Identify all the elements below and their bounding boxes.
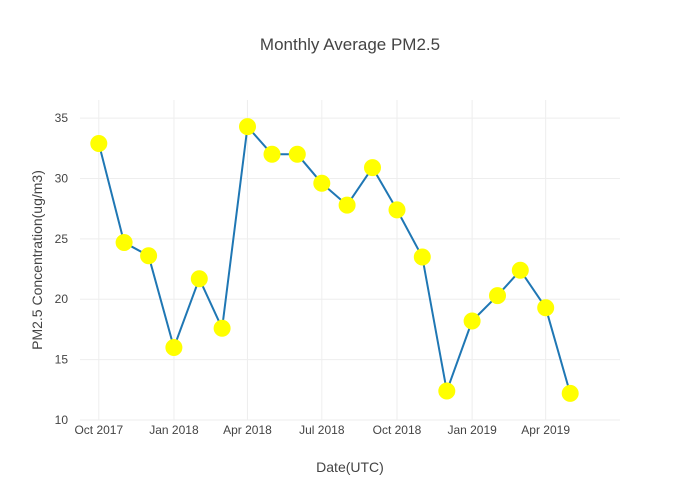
x-tick-labels: Oct 2017 Jan 2018 Apr 2018 Jul 2018 Oct 2018… [74, 423, 570, 437]
data-point[interactable] [413, 248, 431, 266]
data-point[interactable] [561, 384, 579, 402]
data-point[interactable] [213, 319, 231, 337]
y-tick-label: 10 [55, 413, 69, 427]
data-point[interactable] [463, 312, 481, 330]
data-point[interactable] [288, 145, 306, 163]
x-axis-title: Date(UTC) [316, 459, 384, 475]
x-tick-label: Jan 2019 [447, 423, 497, 437]
data-point[interactable] [313, 174, 331, 192]
y-tick-label: 20 [55, 292, 69, 306]
y-tick-label: 35 [55, 111, 69, 125]
data-point[interactable] [511, 261, 529, 279]
data-point[interactable] [364, 159, 381, 177]
data-point[interactable] [190, 270, 208, 288]
data-point[interactable] [239, 118, 256, 136]
x-tick-label: Apr 2018 [223, 423, 272, 437]
x-tick-label: Oct 2017 [74, 423, 123, 437]
data-point[interactable] [338, 196, 356, 214]
x-tick-label: Oct 2018 [373, 423, 422, 437]
x-tick-label: Apr 2019 [521, 423, 570, 437]
y-axis-title: PM2.5 Concentration(ug/m3) [29, 170, 45, 350]
y-tick-label: 25 [55, 232, 69, 246]
data-point[interactable] [388, 201, 406, 219]
grid-layer [80, 100, 620, 421]
data-point[interactable] [489, 287, 506, 305]
data-point[interactable] [537, 299, 555, 317]
y-tick-label: 30 [55, 171, 69, 185]
chart-title: Monthly Average PM2.5 [260, 35, 440, 54]
y-tick-labels: 10 15 20 25 30 35 [55, 111, 69, 427]
data-markers [90, 118, 579, 402]
data-point[interactable] [165, 339, 183, 356]
data-point[interactable] [263, 145, 281, 163]
data-point[interactable] [90, 135, 108, 152]
y-tick-label: 15 [55, 353, 69, 367]
x-tick-label: Jan 2018 [149, 423, 199, 437]
data-point[interactable] [140, 247, 158, 265]
x-tick-label: Jul 2018 [299, 423, 345, 437]
data-point[interactable] [115, 234, 133, 251]
data-point[interactable] [438, 382, 456, 400]
